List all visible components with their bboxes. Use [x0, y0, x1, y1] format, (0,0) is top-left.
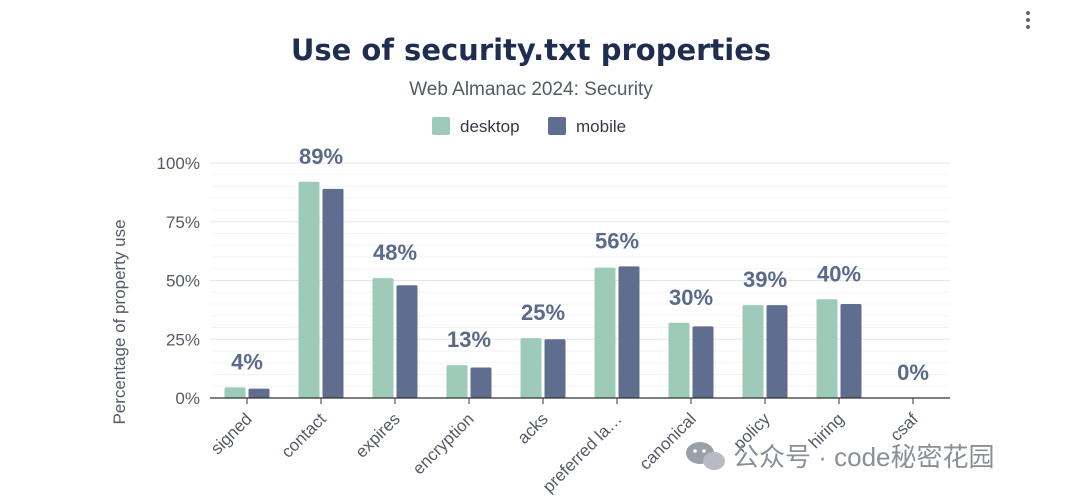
bar-mobile[interactable] [248, 388, 270, 398]
chart-subtitle: Web Almanac 2024: Security [409, 79, 653, 100]
bar-desktop[interactable] [816, 299, 838, 398]
watermark-text: 公众号 · code秘密花园 [733, 442, 995, 472]
bar-mobile[interactable] [322, 188, 344, 398]
bar-mobile[interactable] [396, 285, 418, 398]
x-tick-label: acks [514, 409, 552, 447]
data-label: 4% [231, 349, 263, 374]
kebab-menu-icon[interactable] [1020, 8, 1036, 34]
y-axis: 0% 25% 50% 75% 100% [157, 154, 200, 408]
data-labels: 4% 89% 48% 13% 25% 56% 30% 39% 40% 0% [231, 144, 929, 385]
bar-desktop[interactable] [446, 365, 468, 398]
x-tick-label: contact [278, 409, 330, 461]
data-label: 89% [299, 144, 343, 169]
data-label: 40% [817, 261, 861, 286]
x-tick-label: encryption [409, 409, 478, 478]
x-tick-label: expires [352, 409, 404, 461]
bars [224, 181, 862, 398]
data-label: 13% [447, 327, 491, 352]
legend-swatch-mobile[interactable] [548, 117, 566, 135]
bar-desktop[interactable] [520, 338, 542, 398]
data-label: 0% [897, 360, 929, 385]
x-tick-label: preferred la… [539, 409, 626, 496]
data-label: 48% [373, 240, 417, 265]
legend[interactable]: desktop mobile [432, 117, 626, 136]
bar-mobile[interactable] [544, 339, 566, 398]
data-label: 56% [595, 228, 639, 253]
y-tick-label: 25% [166, 330, 200, 349]
bar-desktop[interactable] [668, 322, 690, 398]
chart-title: Use of security.txt properties [291, 33, 771, 67]
y-tick-label: 100% [157, 154, 200, 173]
bar-desktop[interactable] [298, 181, 320, 398]
wechat-icon [686, 442, 725, 470]
bar-mobile[interactable] [618, 266, 640, 398]
data-label: 30% [669, 285, 713, 310]
x-tick-label: csaf [886, 409, 922, 445]
y-tick-label: 75% [166, 213, 200, 232]
bar-mobile[interactable] [692, 326, 714, 398]
legend-label-mobile[interactable]: mobile [576, 117, 626, 136]
bar-desktop[interactable] [742, 305, 764, 398]
bar-desktop[interactable] [594, 267, 616, 398]
data-label: 25% [521, 300, 565, 325]
legend-swatch-desktop[interactable] [432, 117, 450, 135]
x-tick-label: signed [207, 409, 256, 458]
bar-mobile[interactable] [766, 305, 788, 398]
y-tick-label: 0% [175, 389, 200, 408]
x-tick-label: canonical [636, 409, 700, 473]
data-label: 39% [743, 267, 787, 292]
bar-desktop[interactable] [224, 387, 246, 398]
legend-label-desktop[interactable]: desktop [460, 117, 520, 136]
watermark: 公众号 · code秘密花园 [686, 442, 995, 472]
bar-desktop[interactable] [372, 278, 394, 398]
y-axis-label: Percentage of property use [110, 219, 129, 424]
y-tick-label: 50% [166, 272, 200, 291]
bar-mobile[interactable] [840, 304, 862, 398]
bar-mobile[interactable] [470, 367, 492, 398]
